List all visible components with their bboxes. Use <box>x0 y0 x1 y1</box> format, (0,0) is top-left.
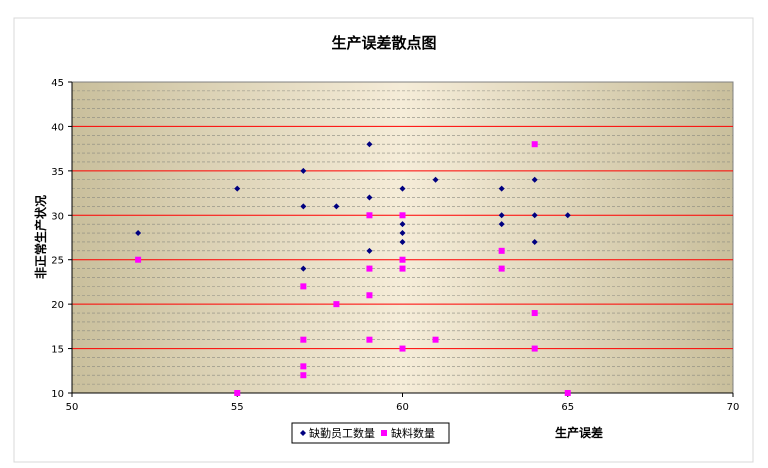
y-tick-label: 10 <box>51 389 64 400</box>
scatter-point-series-1 <box>498 212 505 219</box>
scatter-point-series-2 <box>300 336 307 343</box>
chart-title: 生产误差散点图 <box>331 34 436 52</box>
x-axis-tick-labels: 50 55 60 65 70 <box>66 402 740 413</box>
scatter-point-series-2 <box>300 372 307 379</box>
x-tick-label: 55 <box>231 402 244 413</box>
scatter-point-series-2 <box>399 345 406 352</box>
scatter-point-series-1 <box>333 203 340 210</box>
scatter-point-series-2 <box>366 336 373 343</box>
scatter-point-series-2 <box>531 345 538 352</box>
x-tick-label: 60 <box>396 402 409 413</box>
y-tick-label: 20 <box>51 300 64 311</box>
scatter-point-series-1 <box>234 185 241 192</box>
scatter-point-series-1 <box>300 167 307 174</box>
scatter-point-series-1 <box>531 212 538 219</box>
scatter-point-series-1 <box>366 141 373 148</box>
legend: 缺勤员工数量 缺料数量 <box>291 422 450 444</box>
scatter-point-series-1 <box>498 221 505 228</box>
y-tick-label: 45 <box>51 78 64 89</box>
scatter-point-series-2 <box>333 301 340 308</box>
scatter-point-series-1 <box>366 194 373 201</box>
x-tick-label: 70 <box>727 402 740 413</box>
x-tick-label: 50 <box>66 402 79 413</box>
scatter-point-series-2 <box>300 363 307 370</box>
legend-square-icon <box>381 430 387 436</box>
scatter-point-series-1 <box>366 247 373 254</box>
scatter-point-series-1 <box>135 230 142 237</box>
scatter-point-series-2 <box>300 283 307 290</box>
x-axis-label: 生产误差 <box>555 425 603 440</box>
axes <box>68 81 734 397</box>
scatter-point-series-2 <box>498 265 505 272</box>
scatter-point-series-2 <box>531 310 538 317</box>
minor-gridlines <box>72 90 733 385</box>
legend-box <box>291 422 450 444</box>
y-axis-label: 非正常生产状况 <box>33 195 48 279</box>
scatter-point-series-2 <box>564 390 571 396</box>
y-tick-label: 15 <box>51 345 64 356</box>
scatter-point-series-1 <box>531 176 538 183</box>
y-tick-label: 40 <box>51 122 64 133</box>
scatter-point-series-2 <box>531 141 538 148</box>
scatter-point-series-1 <box>300 265 307 272</box>
plot-area <box>71 81 734 394</box>
scatter-point-series-1 <box>432 176 439 183</box>
scatter-point-series-2 <box>399 256 406 263</box>
x-tick-label: 65 <box>561 402 574 413</box>
scatter-point-series-1 <box>300 203 307 210</box>
scatter-point-series-2 <box>399 212 406 219</box>
y-axis-tick-labels: 10 15 20 25 30 35 40 45 <box>51 78 64 400</box>
scatter-point-series-1 <box>399 230 406 237</box>
scatter-point-series-2 <box>234 390 241 396</box>
scatter-point-series-2 <box>366 212 373 219</box>
legend-label-series-1: 缺勤员工数量 <box>309 426 375 440</box>
scatter-point-series-2 <box>135 256 142 263</box>
scatter-point-series-1 <box>399 185 406 192</box>
y-tick-label: 30 <box>51 211 64 222</box>
scatter-point-series-1 <box>399 238 406 245</box>
y-tick-label: 35 <box>51 167 64 178</box>
legend-label-series-2: 缺料数量 <box>391 426 435 440</box>
scatter-point-series-2 <box>366 265 373 272</box>
scatter-point-series-2 <box>432 336 439 343</box>
scatter-point-series-2 <box>366 292 373 299</box>
scatter-point-series-2 <box>399 265 406 272</box>
scatter-point-series-1 <box>531 238 538 245</box>
y-tick-label: 25 <box>51 256 64 267</box>
scatter-point-series-1 <box>399 221 406 228</box>
legend-diamond-icon <box>300 430 306 436</box>
scatter-point-series-2 <box>498 247 505 254</box>
scatter-point-series-1 <box>498 185 505 192</box>
scatter-point-series-1 <box>564 212 571 219</box>
data-points <box>135 141 571 396</box>
